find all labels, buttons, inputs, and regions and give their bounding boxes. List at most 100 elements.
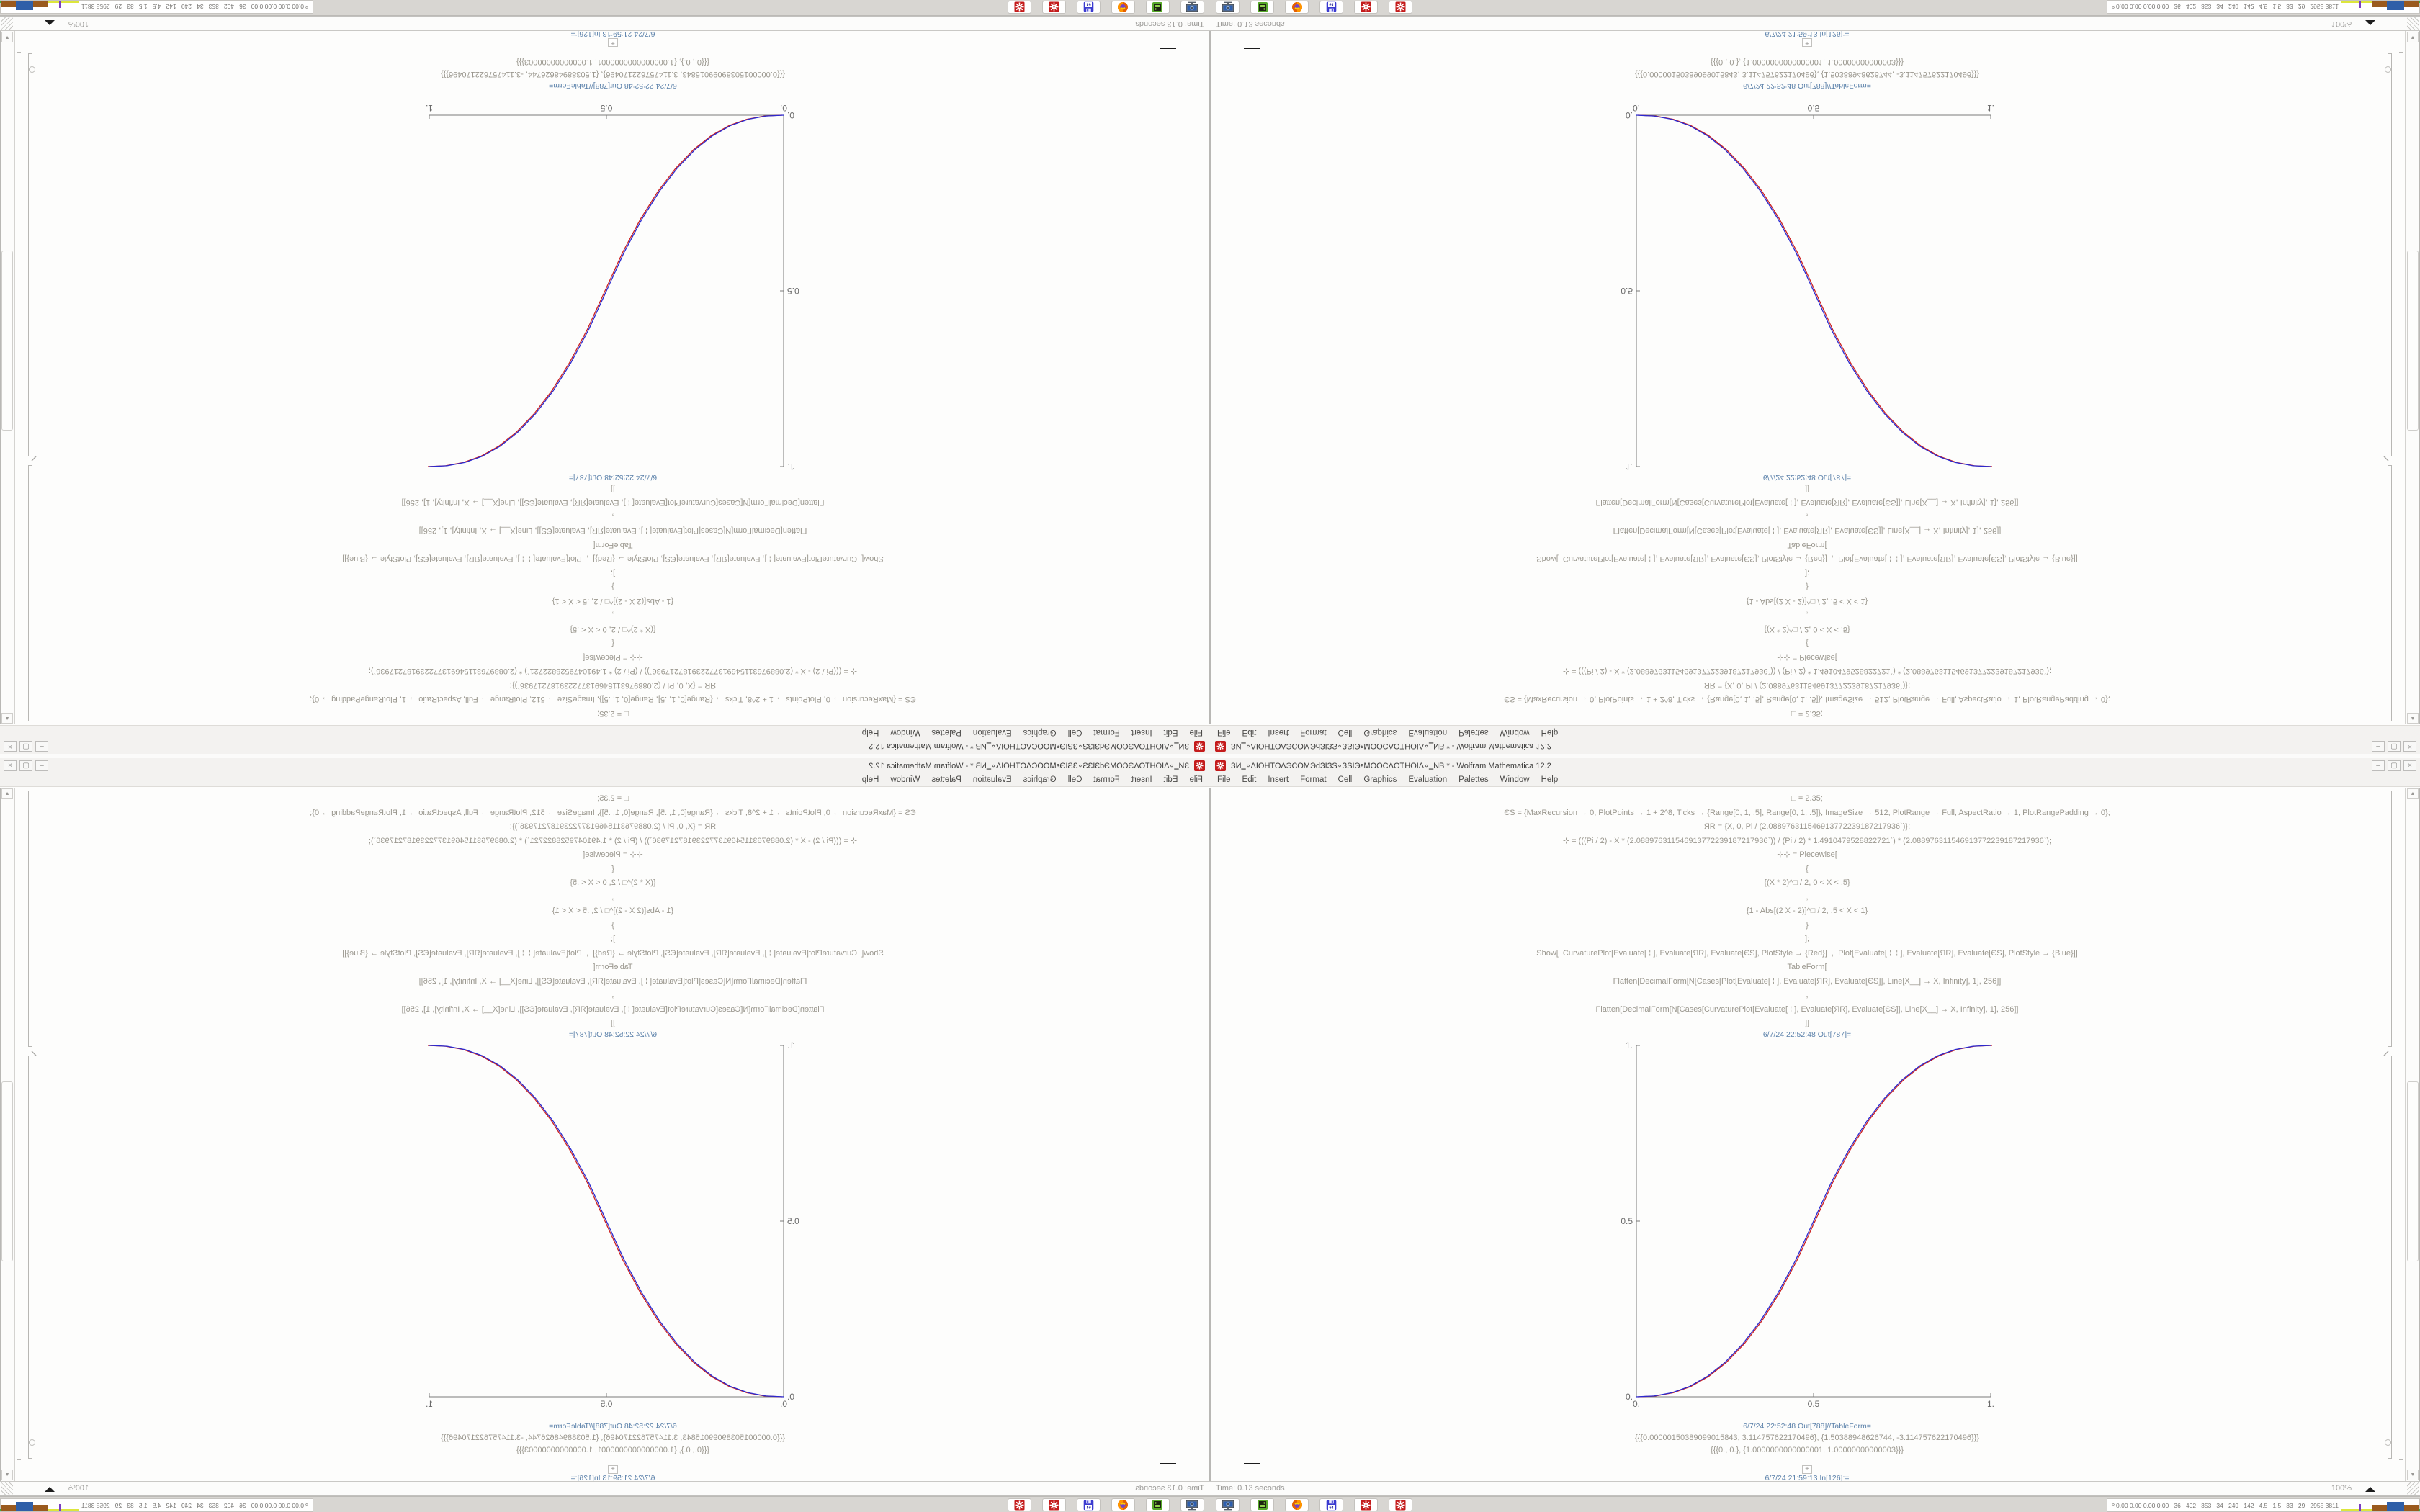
cell-bracket-input[interactable]: [28, 791, 32, 1047]
code-line[interactable]: ⊹ = (((Pi / 2) - X * (2.0889763115469137…: [1562, 836, 2052, 845]
maximize-button[interactable]: ▢: [19, 741, 32, 752]
zoom-popup-triangle-icon[interactable]: [2365, 1487, 2375, 1492]
menu-item-palettes[interactable]: Palettes: [1458, 728, 1489, 737]
code-line[interactable]: ]]: [1804, 485, 1810, 493]
disk-imager-icon[interactable]: 64: [1319, 1, 1343, 14]
menu-item-format[interactable]: Format: [1093, 775, 1120, 784]
menu-item-cell[interactable]: Cell: [1067, 728, 1083, 737]
menu-item-graphics[interactable]: Graphics: [1023, 775, 1057, 784]
mathematica-icon[interactable]: [1042, 1498, 1066, 1511]
cell-bracket-output[interactable]: [2388, 1056, 2392, 1459]
cell-bracket-group[interactable]: [17, 791, 21, 1460]
cell-bracket-output[interactable]: [28, 53, 32, 456]
notebook-cell-area[interactable]: □ = 2.35; ЄЅ = {MaxRecursion → 0, PlotPoi…: [1211, 788, 2403, 1482]
code-line[interactable]: ,: [611, 991, 614, 999]
code-line[interactable]: ,: [611, 513, 614, 521]
mathematica-icon[interactable]: [1008, 1, 1031, 14]
code-line[interactable]: ⊹ = (((Pi / 2) - X * (2.0889763115469137…: [1562, 667, 2052, 676]
input-cell-code[interactable]: □ = 2.35; ЄЅ = {MaxRecursion → 0, PlotPoi…: [17, 792, 1209, 1031]
input-cell-code[interactable]: □ = 2.35; ЄЅ = {MaxRecursion → 0, PlotPoi…: [1211, 482, 2403, 721]
window-resize-grip[interactable]: [1, 17, 13, 30]
code-line[interactable]: ]]: [610, 485, 616, 493]
vertical-scrollbar[interactable]: ▲ ▼: [1, 788, 15, 1481]
code-line[interactable]: Flatten[DecimalForm[N[Cases[CurvaturePlo…: [401, 1004, 825, 1014]
code-line[interactable]: Flatten[DecimalForm[N[Cases[Plot[Evaluat…: [1613, 526, 2002, 536]
code-line[interactable]: }: [1806, 582, 1809, 592]
menu-item-cell[interactable]: Cell: [1337, 728, 1353, 737]
disk-imager-icon[interactable]: 64: [1319, 1498, 1343, 1511]
code-line[interactable]: ];: [1804, 569, 1810, 577]
scroll-up-icon[interactable]: ▲: [2407, 788, 2419, 799]
scrollbar-thumb[interactable]: [1, 251, 13, 431]
zoom-popup-triangle-icon[interactable]: [2365, 20, 2375, 25]
input-cell-code[interactable]: □ = 2.35; ЄЅ = {MaxRecursion → 0, PlotPoi…: [17, 482, 1209, 721]
suggestion-circle-icon[interactable]: [29, 66, 35, 73]
menu-item-edit[interactable]: Edit: [1163, 775, 1178, 784]
menu-item-edit[interactable]: Edit: [1242, 728, 1257, 737]
vertical-scrollbar[interactable]: ▲ ▼: [1, 31, 15, 724]
menu-item-edit[interactable]: Edit: [1242, 775, 1257, 784]
code-line[interactable]: Flatten[DecimalForm[N[Cases[Plot[Evaluat…: [1613, 976, 2002, 986]
output-plot[interactable]: 0. 0. 0.5 0.5 1. 1.: [421, 1040, 805, 1415]
menu-item-insert[interactable]: Insert: [1268, 728, 1289, 737]
scrollbar-thumb[interactable]: [2407, 251, 2419, 431]
menu-item-format[interactable]: Format: [1300, 728, 1327, 737]
menu-item-window[interactable]: Window: [890, 775, 920, 784]
package-manager-icon[interactable]: [1250, 1498, 1274, 1511]
code-line[interactable]: {1 - Abs[(2 X - 2)]^□ / 2, .5 < X < 1}: [552, 597, 674, 606]
code-line[interactable]: □ = 2.35;: [1791, 794, 1823, 803]
window-resize-grip[interactable]: [2407, 1482, 2419, 1495]
suggestion-circle-icon[interactable]: [2385, 66, 2391, 73]
screenshot-tool-icon[interactable]: [1216, 1498, 1240, 1511]
window-titlebar[interactable]: ЗИ‗∘ΔΙΟΗΤΟΛЭСОМЭdЗΙЗЅ∘ЗЅΙЭεМООСΛОТНОΙΔ∘‗…: [1210, 758, 2420, 773]
notebook-cell-area[interactable]: □ = 2.35; ЄЅ = {MaxRecursion → 0, PlotPoi…: [17, 788, 1209, 1482]
cell-bracket-input[interactable]: [2388, 791, 2392, 1047]
mathematica-icon[interactable]: [1389, 1, 1412, 14]
menu-item-format[interactable]: Format: [1300, 775, 1327, 784]
code-line[interactable]: TableForm[: [1787, 963, 1827, 971]
output-plot[interactable]: 0. 0. 0.5 0.5 1. 1.: [421, 97, 805, 472]
zoom-level[interactable]: 100%: [68, 1484, 89, 1493]
package-manager-icon[interactable]: [1146, 1498, 1170, 1511]
disk-imager-icon[interactable]: 64: [1077, 1498, 1101, 1511]
code-line[interactable]: ⊹⊹ = Piecewise[: [1777, 653, 1837, 662]
scrollbar-thumb[interactable]: [1, 1081, 13, 1261]
menu-item-insert[interactable]: Insert: [1131, 775, 1152, 784]
mathematica-icon[interactable]: [1354, 1, 1378, 14]
close-button[interactable]: ×: [2403, 741, 2416, 752]
disk-imager-icon[interactable]: 64: [1077, 1, 1101, 14]
code-line[interactable]: Show[ CurvaturePlot[Evaluate[⊹], Evaluat…: [342, 948, 884, 958]
code-line[interactable]: Show[ CurvaturePlot[Evaluate[⊹], Evaluat…: [342, 554, 884, 564]
code-line[interactable]: ⊹ = (((Pi / 2) - X * (2.0889763115469137…: [368, 836, 858, 845]
close-button[interactable]: ×: [4, 760, 17, 771]
menu-item-cell[interactable]: Cell: [1067, 775, 1083, 784]
code-line[interactable]: ЄЅ = {MaxRecursion → 0, PlotPoints → 1 +…: [310, 808, 916, 817]
firefox-icon[interactable]: [1285, 1, 1309, 14]
code-line[interactable]: Flatten[DecimalForm[N[Cases[CurvaturePlo…: [1595, 1004, 2019, 1014]
menu-item-format[interactable]: Format: [1093, 728, 1120, 737]
tray-chevron-icon[interactable]: »: [303, 5, 311, 9]
menu-item-evaluation[interactable]: Evaluation: [972, 775, 1012, 784]
menu-item-file[interactable]: File: [1189, 775, 1203, 784]
mathematica-icon[interactable]: [1389, 1498, 1412, 1511]
zoom-level[interactable]: 100%: [2331, 19, 2352, 28]
cell-bracket-input[interactable]: [2388, 465, 2392, 721]
code-line[interactable]: Flatten[DecimalForm[N[Cases[Plot[Evaluat…: [418, 976, 807, 986]
code-line[interactable]: □ = 2.35;: [597, 794, 629, 803]
window-titlebar[interactable]: ЗИ‗∘ΔΙΟΗΤΟΛЭСОМЭdЗΙЗЅ∘ЗЅΙЭεМООСΛОТНОΙΔ∘‗…: [1210, 739, 2420, 754]
mathematica-icon[interactable]: [1008, 1498, 1031, 1511]
menu-item-graphics[interactable]: Graphics: [1363, 775, 1397, 784]
menu-item-file[interactable]: File: [1217, 728, 1231, 737]
screenshot-tool-icon[interactable]: [1180, 1, 1204, 14]
menu-item-palettes[interactable]: Palettes: [931, 728, 962, 737]
minimize-button[interactable]: –: [35, 760, 48, 771]
tray-chevron-icon[interactable]: »: [303, 1503, 311, 1507]
code-line[interactable]: ,: [1806, 611, 1809, 620]
code-line[interactable]: {(X * 2)^□ / 2, 0 < X < .5}: [570, 878, 656, 887]
maximize-button[interactable]: ▢: [2388, 741, 2401, 752]
code-line[interactable]: ЄЅ = {MaxRecursion → 0, PlotPoints → 1 +…: [310, 695, 916, 704]
code-line[interactable]: ,: [611, 892, 614, 901]
screenshot-tool-icon[interactable]: [1180, 1498, 1204, 1511]
package-manager-icon[interactable]: [1250, 1, 1274, 14]
window-resize-grip[interactable]: [2407, 17, 2419, 30]
